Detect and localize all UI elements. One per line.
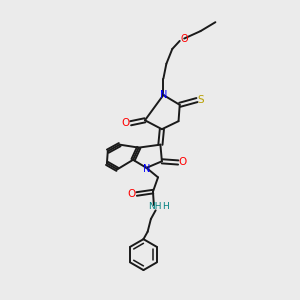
Text: S: S	[198, 95, 204, 105]
Text: H: H	[162, 202, 169, 211]
Text: O: O	[180, 34, 188, 44]
Text: NH: NH	[148, 202, 162, 211]
Text: N: N	[143, 164, 150, 174]
Text: O: O	[179, 158, 187, 167]
Text: O: O	[128, 189, 136, 199]
Text: O: O	[122, 118, 130, 128]
Text: N: N	[160, 90, 167, 100]
